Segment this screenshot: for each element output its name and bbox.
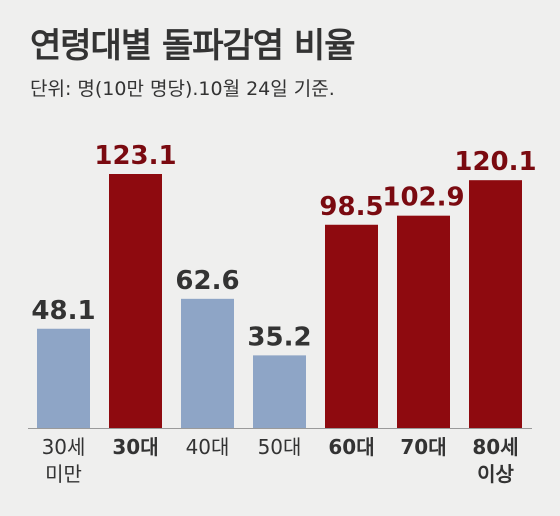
data-label-0: 48.1 (31, 296, 95, 326)
data-label-2: 62.6 (175, 266, 239, 296)
data-label-5: 102.9 (382, 183, 464, 213)
bar-1 (109, 174, 162, 428)
bar-6 (469, 180, 522, 428)
bar-2 (181, 298, 234, 428)
x-tick-label-3: 50대 (258, 435, 302, 459)
x-tick-label-4: 60대 (328, 435, 374, 459)
bar-5 (397, 215, 450, 428)
x-tick-label-1: 30대 (112, 435, 158, 459)
bar-3 (253, 355, 306, 428)
data-label-3: 35.2 (247, 322, 311, 352)
x-tick-label-2: 40대 (186, 435, 230, 459)
x-tick-label-6-0: 80세 (472, 435, 518, 459)
x-tick-label-6-1: 이상 (477, 462, 514, 486)
bar-4 (325, 224, 378, 428)
x-tick-label-5: 70대 (400, 435, 446, 459)
data-label-1: 123.1 (94, 141, 176, 171)
chart-title: 연령대별 돌파감염 비율 (30, 26, 355, 66)
data-label-4: 98.5 (319, 192, 383, 222)
bar-0 (37, 328, 90, 428)
x-tick-label-0-0: 30세 (42, 435, 86, 459)
chart-subtitle: 단위: 명(10만 명당).10월 24일 기준. (30, 78, 335, 100)
data-label-6: 120.1 (454, 147, 536, 177)
x-tick-label-0-1: 미만 (45, 462, 82, 486)
